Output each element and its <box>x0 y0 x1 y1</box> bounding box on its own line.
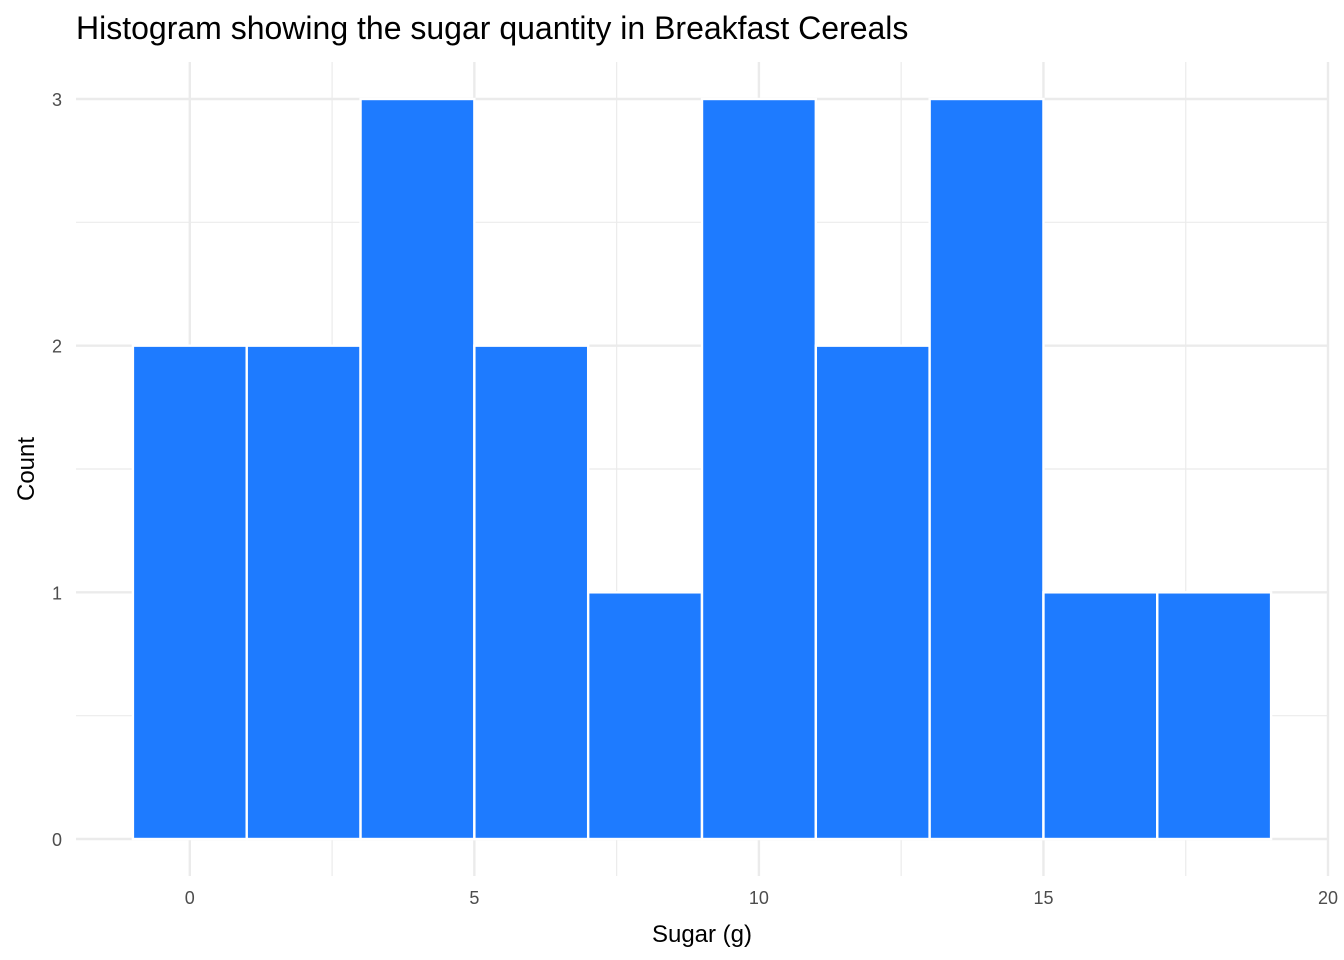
x-axis-title: Sugar (g) <box>652 921 752 948</box>
histogram-bar <box>131 344 248 841</box>
y-axis-title: Count <box>13 437 40 501</box>
histogram-bar <box>586 591 704 841</box>
histogram-bar <box>473 344 590 841</box>
histogram-bar <box>928 97 1045 841</box>
histogram-bar <box>700 97 818 841</box>
x-tick-label: 15 <box>1033 888 1053 908</box>
x-tick-label: 0 <box>185 888 195 908</box>
y-tick-label: 0 <box>52 830 62 850</box>
x-tick-label: 20 <box>1318 888 1338 908</box>
x-tick-label: 5 <box>469 888 479 908</box>
y-tick-label: 3 <box>52 90 62 110</box>
histogram-bar <box>245 344 362 841</box>
y-tick-label: 1 <box>52 583 62 603</box>
tick-labels: 0 5 10 15 20 0 1 2 3 <box>52 90 1338 908</box>
histogram-bar <box>814 344 931 841</box>
chart-title: Histogram showing the sugar quantity in … <box>76 10 909 46</box>
histogram-bar <box>359 97 476 841</box>
histogram-bar <box>1042 591 1159 841</box>
histogram-bar <box>1156 591 1273 841</box>
histogram-bars <box>131 97 1273 841</box>
x-tick-label: 10 <box>749 888 769 908</box>
y-tick-label: 2 <box>52 337 62 357</box>
